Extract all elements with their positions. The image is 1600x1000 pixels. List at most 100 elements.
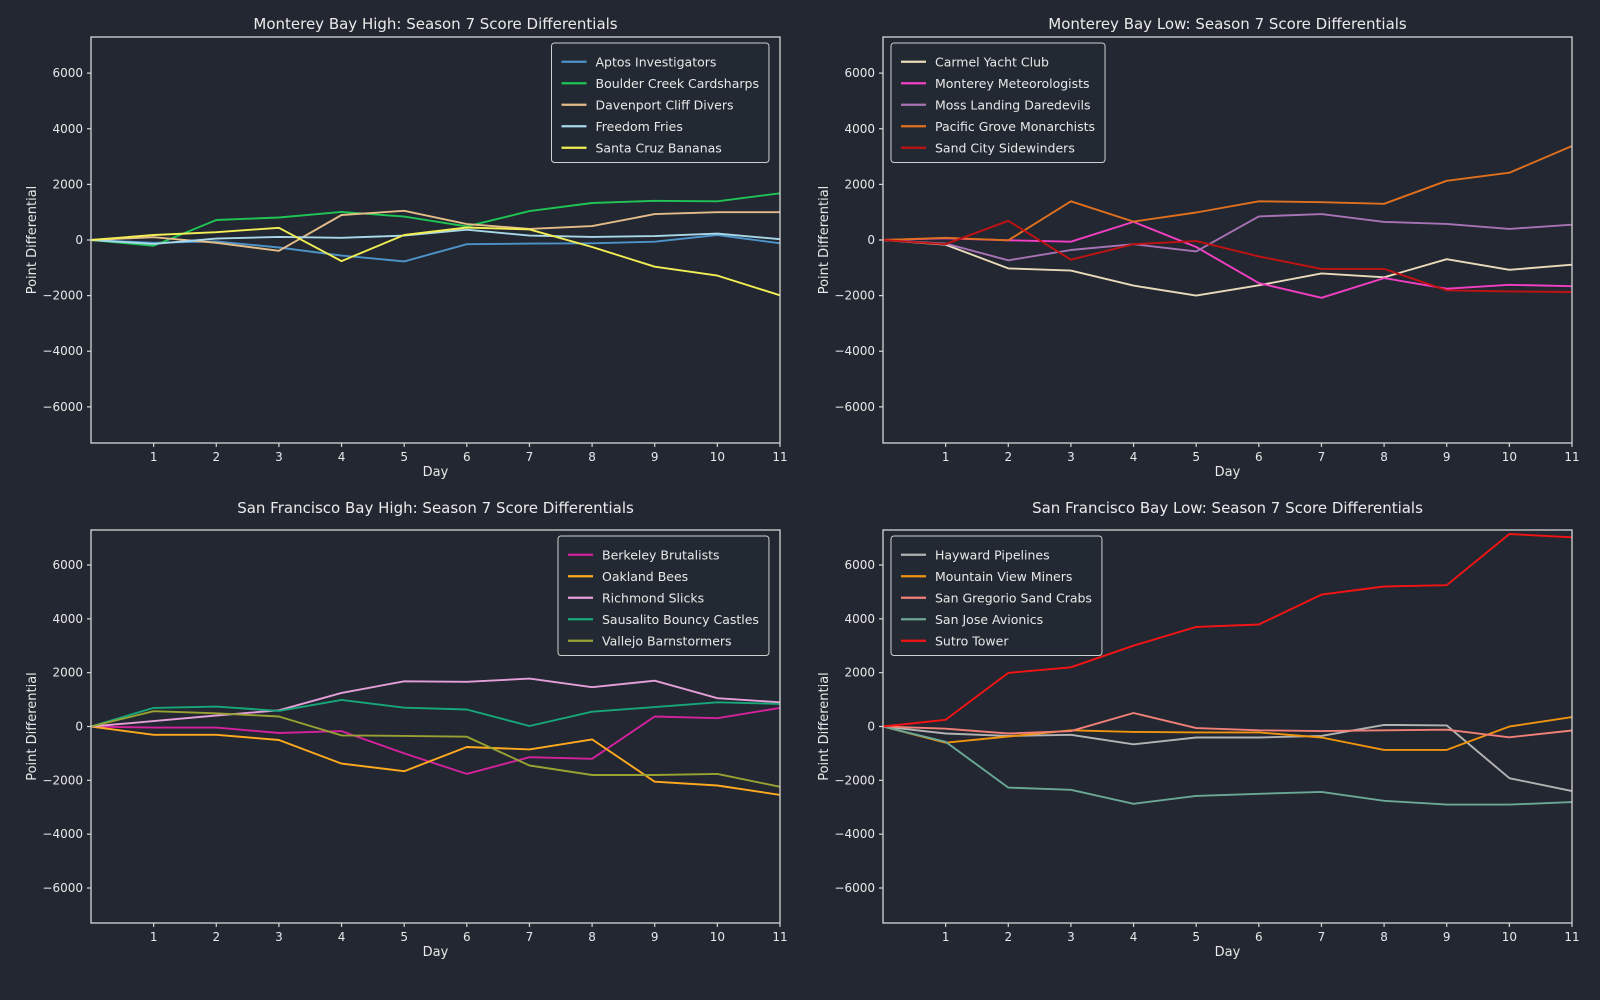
series-line-moss-landing-daredevils <box>882 213 1573 262</box>
legend: Aptos Investigators Boulder Creek Cardsha… <box>551 42 770 163</box>
y-tick-label: −2000 <box>42 289 83 303</box>
plot-border <box>90 529 781 924</box>
series-line-san-jose-avionics <box>882 725 1573 806</box>
legend-label: Berkeley Brutalists <box>602 547 720 562</box>
legend-label: Boulder Creek Cardsharps <box>596 76 759 91</box>
legend-box <box>551 42 770 163</box>
x-tick-label: 11 <box>772 450 787 464</box>
y-tick-label: −6000 <box>42 881 83 895</box>
legend-label: Richmond Slicks <box>602 590 704 605</box>
x-tick-label: 2 <box>212 930 220 944</box>
x-axis-label: Day <box>1215 465 1241 480</box>
legend: Hayward Pipelines Mountain View Miners San… <box>890 535 1103 656</box>
legend-label: Mountain View Miners <box>935 569 1072 584</box>
y-tick-label: −2000 <box>834 773 875 787</box>
legend-item: Aptos Investigators <box>561 54 717 69</box>
x-tick-label: 4 <box>338 930 346 944</box>
plot-border <box>90 36 781 444</box>
x-tick-label: 11 <box>1564 450 1579 464</box>
y-tick-label: −4000 <box>834 344 875 358</box>
legend-item: Moss Landing Daredevils <box>901 97 1091 112</box>
series-line-san-gregorio-sand-crabs <box>882 712 1573 739</box>
legend-item: Carmel Yacht Club <box>901 54 1049 69</box>
x-tick-label: 7 <box>1318 930 1326 944</box>
series-line-mountain-view-miners <box>882 716 1573 751</box>
series-line-freedom-fries <box>90 228 781 245</box>
legend-label: Sausalito Bouncy Castles <box>602 612 759 627</box>
y-axis-label: Point Differential <box>817 672 832 781</box>
legend-label: Oakland Bees <box>602 569 688 584</box>
x-tick-label: 1 <box>150 930 158 944</box>
x-tick-label: 8 <box>1380 930 1388 944</box>
legend-item: Mountain View Miners <box>901 569 1072 584</box>
legend: Carmel Yacht Club Monterey Meteorologists… <box>890 42 1106 163</box>
y-tick-label: −4000 <box>834 827 875 841</box>
y-tick-label: 4000 <box>52 122 83 136</box>
x-tick-label: 5 <box>1192 930 1200 944</box>
legend-box <box>890 535 1103 656</box>
x-tick-label: 11 <box>772 930 787 944</box>
subplot-san-francisco-bay-high: 1 2 3 4 5 6 7 8 9 10 11 6000 4000 2000 0 −2000 −4000 −600… <box>25 529 788 960</box>
x-tick-label: 11 <box>1564 930 1579 944</box>
legend-label: Hayward Pipelines <box>935 547 1050 562</box>
x-tick-label: 10 <box>710 930 725 944</box>
legend-label: Aptos Investigators <box>596 54 717 69</box>
y-tick-label: −2000 <box>42 773 83 787</box>
x-tick-label: 4 <box>338 450 346 464</box>
legend-label: Sand City Sidewinders <box>935 140 1075 155</box>
x-tick-label: 2 <box>1004 450 1012 464</box>
series-line-sand-city-sidewinders <box>882 219 1573 293</box>
y-tick-label: −6000 <box>834 400 875 414</box>
x-tick-label: 10 <box>1502 930 1517 944</box>
x-tick-label: 5 <box>400 930 408 944</box>
x-tick-label: 7 <box>526 930 534 944</box>
y-tick-label: −4000 <box>42 344 83 358</box>
x-tick-label: 1 <box>942 450 950 464</box>
y-tick-label: 0 <box>867 233 875 247</box>
legend-label: Pacific Grove Monarchists <box>935 119 1095 134</box>
x-tick-label: 9 <box>1443 930 1451 944</box>
y-tick-label: 0 <box>867 720 875 734</box>
x-tick-label: 6 <box>1255 930 1263 944</box>
legend-label: Moss Landing Daredevils <box>935 97 1091 112</box>
y-tick-label: 2000 <box>844 666 875 680</box>
legend-label: Sutro Tower <box>935 633 1009 648</box>
legend-item: Richmond Slicks <box>568 590 704 605</box>
legend-label: Monterey Meteorologists <box>935 76 1090 91</box>
y-tick-label: 6000 <box>844 66 875 80</box>
x-tick-label: 7 <box>1318 450 1326 464</box>
legend-item: Santa Cruz Bananas <box>561 140 722 155</box>
x-tick-label: 10 <box>710 450 725 464</box>
x-tick-label: 4 <box>1130 450 1138 464</box>
y-tick-label: −6000 <box>42 400 83 414</box>
y-tick-label: −4000 <box>42 827 83 841</box>
legend-label: Davenport Cliff Divers <box>596 97 734 112</box>
x-tick-label: 8 <box>588 450 596 464</box>
legend-item: Hayward Pipelines <box>901 547 1050 562</box>
legend-label: Vallejo Barnstormers <box>602 633 732 648</box>
x-tick-label: 9 <box>651 930 659 944</box>
subplot-monterey-bay-low: 1 2 3 4 5 6 7 8 9 10 11 6000 4000 2000 0 −2000 −4000 −600… <box>817 36 1580 480</box>
chart-title: San Francisco Bay High: Season 7 Score D… <box>237 499 634 517</box>
legend-label: San Gregorio Sand Crabs <box>935 590 1092 605</box>
x-tick-label: 9 <box>1443 450 1451 464</box>
y-axis-label: Point Differential <box>817 186 832 295</box>
x-tick-label: 1 <box>150 450 158 464</box>
series-line-santa-cruz-bananas <box>90 226 781 297</box>
y-tick-label: 6000 <box>52 558 83 572</box>
y-tick-label: 6000 <box>844 558 875 572</box>
legend: Berkeley Brutalists Oakland Bees Richmond … <box>557 535 770 656</box>
y-tick-label: 4000 <box>844 122 875 136</box>
x-tick-label: 9 <box>651 450 659 464</box>
series-line-davenport-cliff-divers <box>90 209 780 252</box>
chart-title: Monterey Bay High: Season 7 Score Differ… <box>253 15 618 33</box>
y-tick-label: 0 <box>75 720 83 734</box>
x-tick-label: 8 <box>1380 450 1388 464</box>
legend-item: Pacific Grove Monarchists <box>901 119 1095 134</box>
series-line-sutro-tower <box>882 533 1573 728</box>
series-line-pacific-grove-monarchists <box>882 145 1573 242</box>
legend-item: Berkeley Brutalists <box>568 547 720 562</box>
x-tick-label: 2 <box>1004 930 1012 944</box>
series-line-aptos-investigators <box>90 234 781 263</box>
